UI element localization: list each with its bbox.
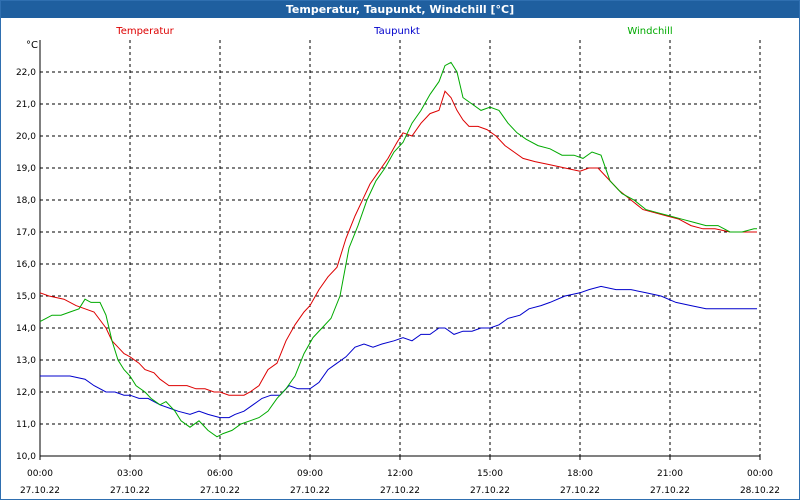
series-line-taupunkt	[40, 285, 757, 419]
x-tick-date: 28.10.22	[740, 486, 780, 496]
y-tick-label: 16,0	[16, 260, 36, 270]
y-axis-unit: °C	[26, 40, 38, 51]
x-tick-date: 27.10.22	[650, 486, 690, 496]
x-tick-date: 27.10.22	[200, 486, 240, 496]
x-tick-time: 21:00	[657, 469, 683, 479]
y-axis-ticks: 22,0 21,0 20,0 19,0 18,0 17,0 16,0 15,0 14,0 13,0…	[16, 68, 36, 462]
y-tick-label: 15,0	[16, 292, 36, 302]
x-tick-time: 12:00	[387, 469, 413, 479]
x-tick-time: 00:00	[747, 469, 773, 479]
x-tick-date: 27.10.22	[380, 486, 420, 496]
y-tick-label: 18,0	[16, 196, 36, 206]
x-tick-date: 27.10.22	[290, 486, 330, 496]
x-tick-time: 15:00	[477, 469, 503, 479]
x-tick-date: 27.10.22	[20, 486, 60, 496]
legend-entry-temperatur: Temperatur	[115, 26, 174, 37]
y-tick-label: 21,0	[16, 100, 36, 110]
window-title: Temperatur, Taupunkt, Windchill [°C]	[1, 1, 799, 18]
legend: Temperatur Taupunkt Windchill	[115, 26, 672, 37]
x-tick-time: 09:00	[297, 469, 323, 479]
series-lines	[39, 61, 757, 438]
series-line-windchill	[39, 61, 757, 438]
y-tick-label: 10,0	[16, 452, 36, 462]
legend-entry-windchill: Windchill	[627, 26, 672, 37]
x-tick-time: 18:00	[567, 469, 593, 479]
series-line-temperatur	[39, 90, 757, 396]
x-tick-date: 27.10.22	[110, 486, 150, 496]
y-tick-label: 17,0	[16, 228, 36, 238]
y-tick-label: 14,0	[16, 324, 36, 334]
y-tick-label: 22,0	[16, 68, 36, 78]
y-tick-label: 13,0	[16, 356, 36, 366]
y-tick-label: 12,0	[16, 388, 36, 398]
legend-entry-taupunkt: Taupunkt	[373, 26, 420, 37]
x-tick-date: 27.10.22	[470, 486, 510, 496]
x-tick-time: 03:00	[117, 469, 143, 479]
x-axis-ticks: 00:00 27.10.22 03:00 27.10.22 06:00 27.10.22 0…	[20, 456, 780, 496]
y-tick-label: 19,0	[16, 164, 36, 174]
x-tick-date: 27.10.22	[560, 486, 600, 496]
grid	[40, 40, 761, 456]
y-tick-label: 11,0	[16, 420, 36, 430]
x-tick-time: 06:00	[207, 469, 233, 479]
x-tick-time: 00:00	[27, 469, 53, 479]
y-tick-label: 20,0	[16, 132, 36, 142]
